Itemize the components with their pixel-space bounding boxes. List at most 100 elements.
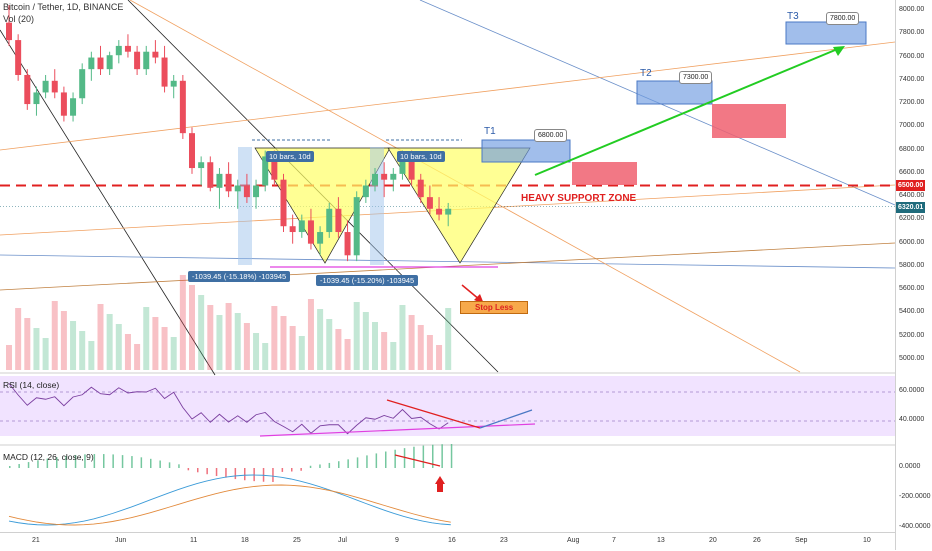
trend-line-blue-flat: [0, 254, 896, 269]
price-tick-label: 5200.00: [899, 331, 925, 339]
price-tick-label: 5800.00: [899, 261, 925, 269]
volume-bar: [115, 324, 122, 370]
candle-body: [60, 92, 67, 116]
candle-body: [161, 57, 168, 87]
volume-bar: [33, 328, 40, 370]
candle-body: [134, 51, 141, 70]
candle-body: [216, 173, 223, 188]
candle-body: [79, 69, 86, 99]
macd-histogram-bar: [74, 454, 77, 468]
target-3-price-callout: 7800.00: [826, 12, 860, 25]
macd-histogram-bar: [262, 468, 265, 482]
time-tick-label: Aug: [567, 537, 580, 544]
time-tick-label: 20: [709, 537, 717, 544]
candle-body: [344, 232, 351, 256]
candle-body: [97, 57, 104, 70]
rsi-line: [8, 383, 449, 435]
rsi-title[interactable]: RSI (14, close): [3, 380, 60, 390]
measure-label-right: -1039.45 (-15.20%) -103945: [316, 275, 419, 286]
time-tick-label: 10: [863, 537, 871, 544]
macd-histogram-bar: [65, 455, 67, 468]
macd-line: [8, 474, 451, 526]
volume-indicator-label[interactable]: Vol (20): [3, 14, 35, 24]
candle-body: [307, 220, 314, 244]
volume-bar: [253, 333, 260, 370]
candle-body: [143, 51, 150, 70]
bars-count-left: 10 bars, 10d: [266, 151, 314, 162]
volume-bar: [445, 308, 452, 370]
time-axis[interactable]: [0, 532, 895, 551]
volume-bar: [161, 327, 168, 370]
price-tick-label: 6000.00: [899, 238, 925, 246]
target-2-box: [636, 80, 713, 105]
macd-histogram-bar: [112, 454, 114, 468]
volume-bar: [79, 331, 86, 370]
rsi-band: [0, 376, 895, 436]
macd-histogram-bar: [56, 457, 58, 468]
price-axis[interactable]: [895, 0, 932, 550]
macd-histogram-bar: [93, 454, 96, 468]
price-tick-label: 7200.00: [899, 99, 925, 107]
target-3-box: [785, 21, 867, 45]
time-tick-label: Jul: [338, 537, 347, 544]
macd-histogram-bar: [328, 462, 331, 468]
macd-up-arrow: [435, 476, 445, 492]
symbol-title[interactable]: Bitcoin / Tether, 1D, BINANCE: [3, 2, 124, 12]
macd-histogram-bar: [206, 468, 208, 475]
volume-bar: [381, 332, 388, 370]
macd-histogram-bar: [234, 468, 237, 480]
macd-histogram-bar: [394, 449, 396, 468]
candle-body: [243, 185, 250, 198]
resistance-box-1: [572, 162, 637, 185]
volume-bar: [60, 311, 67, 370]
volume-bar: [326, 319, 333, 370]
volume-bar: [152, 317, 159, 370]
price-tick-label: 8000.00: [899, 6, 925, 13]
time-tick-label: 21: [32, 537, 40, 544]
macd-histogram-bar: [413, 446, 415, 468]
macd-histogram-bar: [27, 462, 30, 468]
current-price-tag: 6320.01: [896, 202, 926, 213]
time-tick-label: Jun: [115, 537, 127, 544]
candle-body: [253, 185, 260, 198]
volume-bar: [88, 341, 95, 370]
macd-histogram-bar: [356, 457, 359, 468]
volume-bar: [70, 321, 77, 370]
volume-bar: [97, 304, 104, 370]
candle-body: [289, 226, 296, 233]
candle-body: [335, 208, 342, 233]
macd-title[interactable]: MACD (12, 26, close, 9): [3, 452, 94, 462]
volume-bar: [362, 312, 369, 370]
time-tick-label: 13: [657, 537, 665, 544]
macd-histogram-bar: [197, 468, 199, 473]
volume-bar: [51, 301, 58, 370]
time-tick-label: 18: [241, 537, 249, 544]
candle-body: [106, 55, 113, 70]
volume-bar: [280, 316, 287, 370]
volume-bar: [298, 336, 305, 370]
target-2-price-callout: 7300.00: [679, 71, 713, 84]
candle-body: [115, 45, 122, 56]
candle-body: [408, 156, 415, 180]
volume-bar: [317, 309, 324, 370]
volume-bar: [243, 323, 250, 370]
macd-histogram-bar: [9, 466, 11, 468]
candle-body: [179, 80, 186, 134]
macd-histogram-bar: [281, 468, 284, 472]
price-tick-label: 5400.00: [899, 308, 925, 316]
time-tick-label: 25: [293, 537, 301, 544]
candle-body: [189, 133, 195, 169]
macd-histogram-bar: [450, 444, 453, 468]
target-3-label: T3: [787, 11, 799, 22]
volume-bar: [436, 345, 443, 370]
candle-body: [15, 40, 22, 75]
resistance-box-2: [712, 104, 786, 138]
macd-histogram-bar: [375, 453, 378, 468]
candle-body: [298, 220, 305, 233]
candle-body: [417, 179, 424, 198]
volume-bar: [307, 299, 314, 370]
volume-bar: [372, 322, 378, 370]
target-1-price-callout: 6800.00: [534, 129, 568, 142]
macd-histogram-bar: [18, 464, 20, 468]
